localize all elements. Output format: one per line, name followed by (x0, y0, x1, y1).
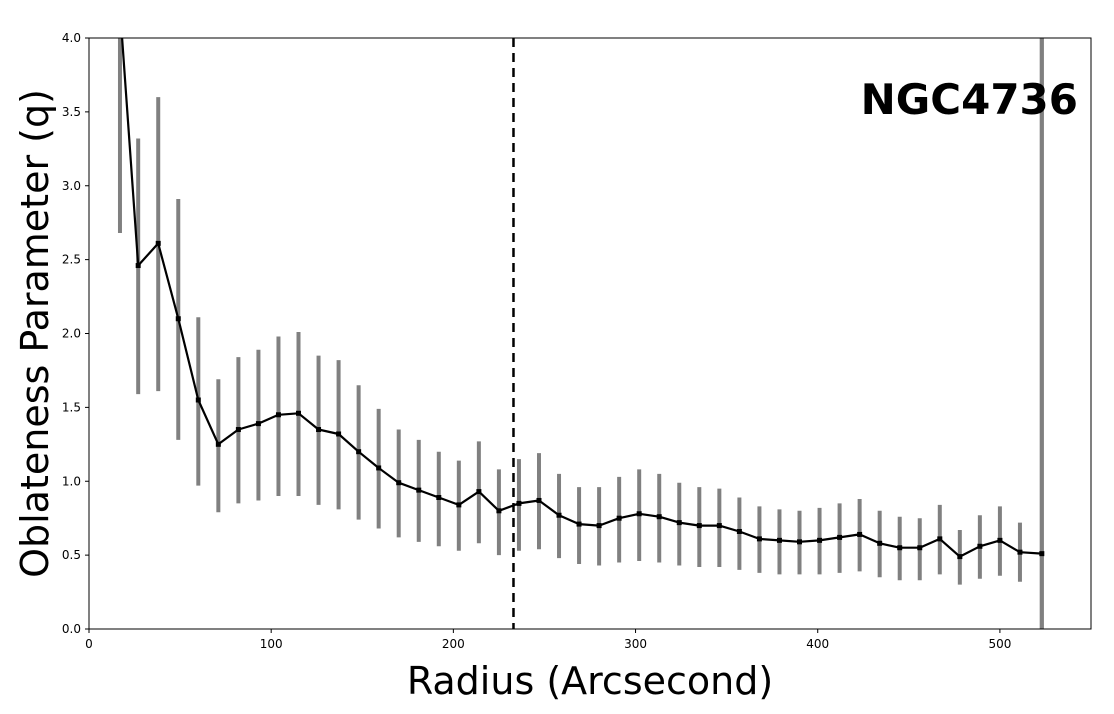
data-point (817, 537, 823, 543)
data-point (336, 431, 342, 437)
data-point (275, 412, 281, 418)
data-point (135, 263, 141, 269)
data-point (155, 240, 161, 246)
data-point (456, 502, 462, 508)
data-point (656, 514, 662, 520)
data-point (937, 536, 943, 542)
data-point (416, 487, 422, 493)
data-point (797, 539, 803, 545)
data-point (596, 523, 602, 529)
galaxy-annotation: NGC4736 (861, 75, 1078, 124)
data-point (676, 520, 682, 526)
data-point (756, 536, 762, 542)
data-point (736, 528, 742, 534)
data-point (917, 545, 923, 551)
data-point (536, 497, 542, 503)
data-point (957, 554, 963, 560)
data-point (776, 537, 782, 543)
data-point (837, 534, 843, 540)
data-point (877, 540, 883, 546)
x-tick-label: 300 (624, 637, 647, 651)
data-point (516, 500, 522, 506)
data-point (296, 410, 302, 416)
data-point (716, 523, 722, 529)
marker-group (135, 240, 1045, 560)
y-tick-label: 0.0 (62, 622, 81, 636)
y-axis-ticks: 0.0 0.5 1.0 1.5 2.0 2.5 3.0 3.5 4.0 (62, 31, 89, 636)
data-point (576, 521, 582, 527)
x-tick-label: 200 (442, 637, 465, 651)
reference-lines (512, 38, 1044, 629)
data-point (436, 495, 442, 501)
y-tick-label: 2.5 (62, 253, 81, 267)
y-axis-label: Oblateness Parameter (q) (13, 89, 57, 578)
data-point (175, 316, 181, 322)
data-point (636, 511, 642, 517)
data-point (616, 515, 622, 521)
y-tick-label: 1.5 (62, 400, 81, 414)
errorbar-group (117, 38, 1044, 629)
data-point (496, 508, 502, 514)
x-tick-label: 400 (806, 637, 829, 651)
x-tick-label: 500 (988, 637, 1011, 651)
y-tick-label: 3.5 (62, 105, 81, 119)
y-tick-label: 2.0 (62, 327, 81, 341)
data-point (696, 523, 702, 529)
data-point (316, 427, 322, 433)
data-point (356, 449, 362, 455)
data-point (255, 421, 261, 427)
y-tick-label: 3.0 (62, 179, 81, 193)
y-tick-label: 0.5 (62, 548, 81, 562)
data-point (556, 512, 562, 518)
x-axis-label: Radius (Arcsecond) (407, 659, 773, 703)
x-axis-ticks: 0 100 200 300 400 500 (85, 629, 1011, 651)
y-tick-label: 4.0 (62, 31, 81, 45)
data-point (897, 545, 903, 551)
data-point (1039, 551, 1045, 557)
x-tick-label: 100 (260, 637, 283, 651)
data-point (396, 480, 402, 486)
data-point (376, 465, 382, 471)
data-point (857, 531, 863, 537)
x-tick-label: 0 (85, 637, 93, 651)
data-point (997, 537, 1003, 543)
data-point (195, 397, 201, 403)
data-point (977, 543, 983, 549)
data-point (476, 489, 482, 495)
data-point (215, 441, 221, 447)
data-point (235, 427, 241, 433)
y-tick-label: 1.0 (62, 474, 81, 488)
data-point (1017, 549, 1023, 555)
